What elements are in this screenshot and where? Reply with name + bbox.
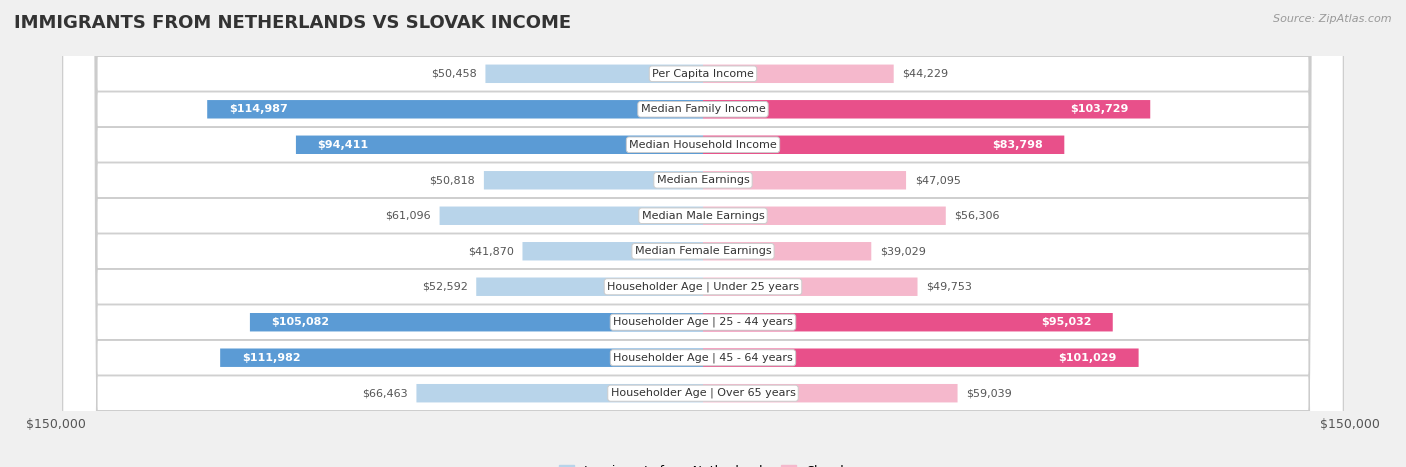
Text: $41,870: $41,870	[468, 246, 513, 256]
Text: $101,029: $101,029	[1059, 353, 1116, 363]
FancyBboxPatch shape	[485, 64, 703, 83]
Text: IMMIGRANTS FROM NETHERLANDS VS SLOVAK INCOME: IMMIGRANTS FROM NETHERLANDS VS SLOVAK IN…	[14, 14, 571, 32]
FancyBboxPatch shape	[63, 0, 1343, 467]
Text: $59,039: $59,039	[966, 388, 1012, 398]
Text: Householder Age | Under 25 years: Householder Age | Under 25 years	[607, 282, 799, 292]
FancyBboxPatch shape	[440, 206, 703, 225]
FancyBboxPatch shape	[63, 0, 1343, 467]
Text: Median Female Earnings: Median Female Earnings	[634, 246, 772, 256]
FancyBboxPatch shape	[703, 100, 1150, 119]
Text: Median Male Earnings: Median Male Earnings	[641, 211, 765, 221]
FancyBboxPatch shape	[63, 0, 1343, 467]
FancyBboxPatch shape	[63, 0, 1343, 467]
FancyBboxPatch shape	[63, 0, 1343, 467]
FancyBboxPatch shape	[63, 0, 1343, 467]
Text: Householder Age | 45 - 64 years: Householder Age | 45 - 64 years	[613, 353, 793, 363]
FancyBboxPatch shape	[703, 135, 1064, 154]
FancyBboxPatch shape	[703, 313, 1112, 332]
Text: $44,229: $44,229	[903, 69, 949, 79]
Text: Householder Age | 25 - 44 years: Householder Age | 25 - 44 years	[613, 317, 793, 327]
Text: Source: ZipAtlas.com: Source: ZipAtlas.com	[1274, 14, 1392, 24]
FancyBboxPatch shape	[523, 242, 703, 261]
FancyBboxPatch shape	[250, 313, 703, 332]
Text: $49,753: $49,753	[927, 282, 972, 292]
Text: $50,818: $50,818	[429, 175, 475, 185]
Text: $83,798: $83,798	[993, 140, 1043, 150]
Text: $103,729: $103,729	[1070, 104, 1129, 114]
FancyBboxPatch shape	[207, 100, 703, 119]
FancyBboxPatch shape	[703, 277, 918, 296]
Text: $47,095: $47,095	[915, 175, 960, 185]
Text: $66,463: $66,463	[363, 388, 408, 398]
Text: Median Household Income: Median Household Income	[628, 140, 778, 150]
Text: $50,458: $50,458	[432, 69, 477, 79]
Text: $114,987: $114,987	[229, 104, 287, 114]
FancyBboxPatch shape	[416, 384, 703, 403]
Text: $105,082: $105,082	[271, 317, 329, 327]
Text: Median Earnings: Median Earnings	[657, 175, 749, 185]
Text: $61,096: $61,096	[385, 211, 432, 221]
FancyBboxPatch shape	[63, 0, 1343, 467]
Text: Per Capita Income: Per Capita Income	[652, 69, 754, 79]
Text: Median Family Income: Median Family Income	[641, 104, 765, 114]
FancyBboxPatch shape	[221, 348, 703, 367]
FancyBboxPatch shape	[63, 0, 1343, 467]
FancyBboxPatch shape	[703, 348, 1139, 367]
FancyBboxPatch shape	[703, 171, 905, 190]
Text: $95,032: $95,032	[1040, 317, 1091, 327]
FancyBboxPatch shape	[484, 171, 703, 190]
Text: $94,411: $94,411	[318, 140, 368, 150]
Text: Householder Age | Over 65 years: Householder Age | Over 65 years	[610, 388, 796, 398]
Text: $111,982: $111,982	[242, 353, 301, 363]
FancyBboxPatch shape	[63, 0, 1343, 467]
FancyBboxPatch shape	[703, 242, 872, 261]
FancyBboxPatch shape	[703, 206, 946, 225]
FancyBboxPatch shape	[703, 384, 957, 403]
FancyBboxPatch shape	[703, 64, 894, 83]
FancyBboxPatch shape	[63, 0, 1343, 467]
FancyBboxPatch shape	[295, 135, 703, 154]
Text: $56,306: $56,306	[955, 211, 1000, 221]
Text: $52,592: $52,592	[422, 282, 468, 292]
FancyBboxPatch shape	[477, 277, 703, 296]
Text: $39,029: $39,029	[880, 246, 925, 256]
Legend: Immigrants from Netherlands, Slovak: Immigrants from Netherlands, Slovak	[554, 460, 852, 467]
